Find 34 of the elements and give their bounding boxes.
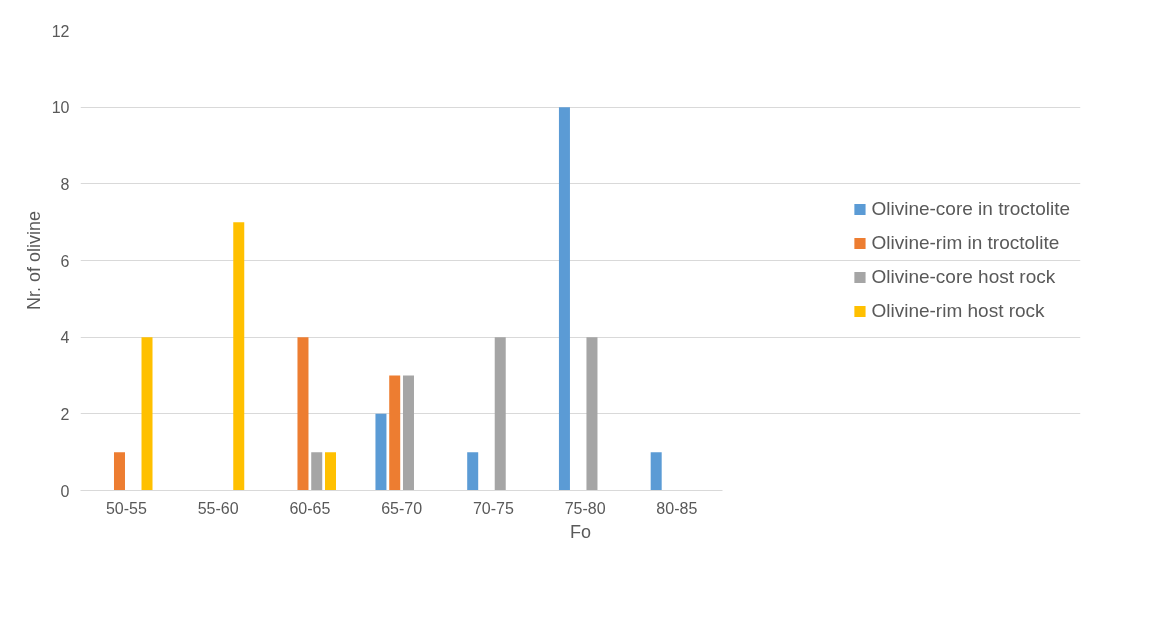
y-tick-label: 0	[60, 482, 70, 500]
bar	[233, 222, 245, 491]
bar	[297, 337, 309, 491]
x-axis-title: Fo	[570, 521, 592, 542]
bar	[141, 337, 153, 491]
bar	[650, 452, 662, 491]
y-tick-label: 2	[60, 405, 70, 423]
x-tick-label: 75-80	[564, 499, 606, 517]
bar	[113, 452, 125, 491]
x-tick-label: 55-60	[197, 499, 239, 517]
legend-label: Olivine-core host rock	[871, 266, 1056, 288]
x-tick-label: 80-85	[656, 499, 698, 517]
y-tick-label: 4	[60, 329, 70, 347]
bar	[558, 107, 570, 491]
bar	[311, 452, 323, 491]
bar	[389, 375, 401, 491]
legend-label: Olivine-rim in troctolite	[871, 232, 1060, 254]
bar	[494, 337, 506, 491]
legend-label: Olivine-core in troctolite	[871, 198, 1070, 220]
bar	[467, 452, 479, 491]
bar	[325, 452, 336, 491]
x-tick-label: 70-75	[472, 499, 514, 517]
bar	[402, 375, 414, 491]
y-tick-label: 6	[60, 252, 70, 270]
y-axis-title: Nr. of olivine	[23, 210, 44, 311]
x-tick-label: 50-55	[105, 499, 147, 517]
legend-label: Olivine-rim host rock	[871, 300, 1045, 322]
y-tick-label: 8	[60, 175, 70, 193]
y-tick-label: 10	[51, 99, 70, 117]
bar	[375, 413, 387, 491]
bar	[586, 337, 598, 491]
x-tick-label: 60-65	[289, 499, 331, 517]
y-tick-label: 12	[51, 22, 70, 40]
x-tick-label: 65-70	[381, 499, 423, 517]
